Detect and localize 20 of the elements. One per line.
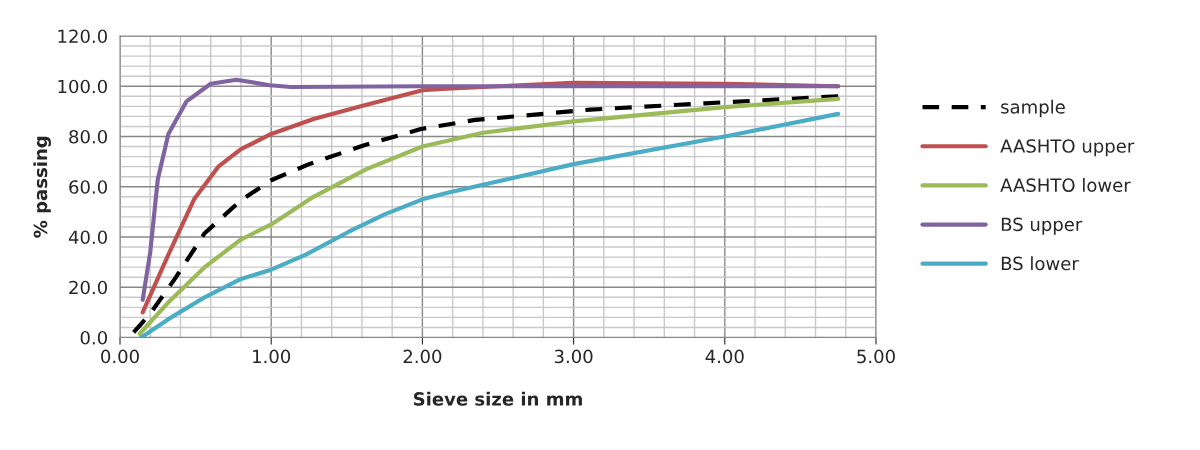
y-tick-label: 100.0 (58, 79, 107, 94)
x-tick-label: 1.00 (253, 349, 291, 364)
legend-label: sample (1001, 99, 1065, 118)
y-tick-label: 0.0 (80, 330, 107, 345)
y-tick-label: 80.0 (69, 129, 107, 144)
y-tick-label: 120.0 (58, 29, 107, 44)
x-tick-label: 3.00 (554, 349, 593, 364)
x-tick-label: 4.00 (705, 349, 744, 364)
y-tick-label: 60.0 (69, 180, 107, 194)
legend-label: AASHTO lower (1000, 178, 1131, 192)
x-tick-label: 0.00 (101, 349, 139, 364)
y-tick-label: 40.0 (68, 230, 107, 245)
legend-label: BS upper (1001, 217, 1083, 235)
x-tick-label: 5.00 (857, 349, 895, 364)
x-tick-label: 2.00 (403, 349, 442, 364)
x-axis-title: Sieve size in mm (413, 391, 582, 406)
legend-label: AASHTO upper (1000, 139, 1135, 157)
y-axis-title: % passing (33, 136, 51, 238)
legend-label: BS lower (1001, 256, 1079, 271)
y-tick-label: 20.0 (69, 280, 107, 295)
